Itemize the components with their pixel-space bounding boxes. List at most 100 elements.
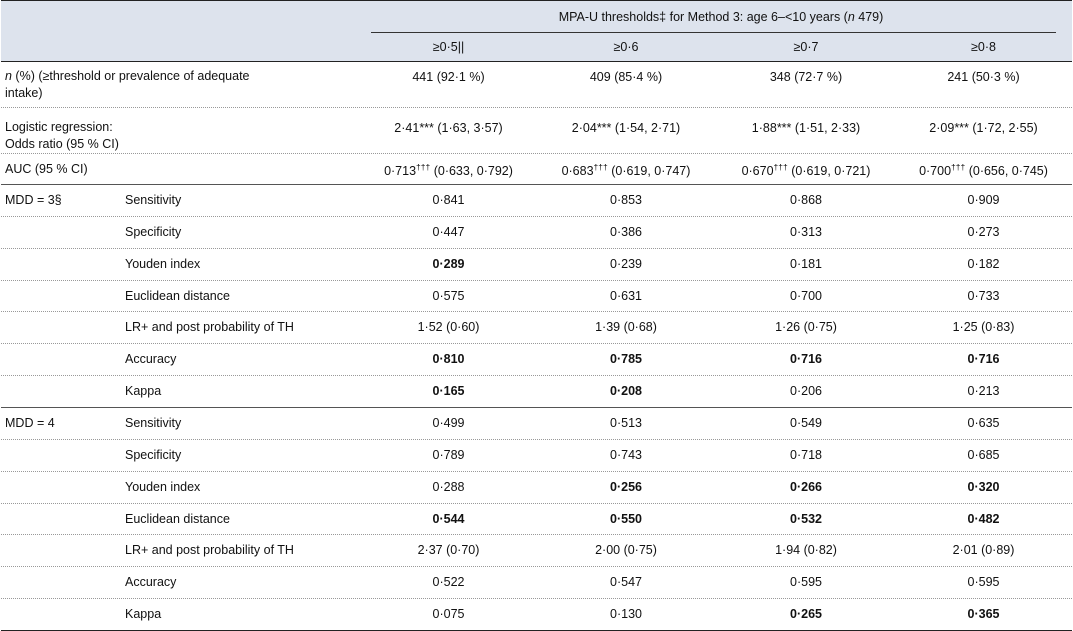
cell: 0·868: [790, 193, 822, 207]
cell: 0·265: [790, 607, 822, 621]
table-row: Euclidean distance 0·544 0·550 0·532 0·482: [1, 504, 1072, 535]
table-row: Youden index 0·289 0·239 0·181 0·182: [1, 249, 1072, 281]
table-row: Youden index 0·288 0·256 0·266 0·320: [1, 472, 1072, 504]
metric-label: LR+ and post probability of TH: [125, 543, 294, 557]
metric-label: Accuracy: [125, 575, 177, 589]
cell: 0·365: [967, 607, 1000, 621]
cell: 0·532: [790, 512, 822, 526]
table-row: MDD = 3§ Sensitivity 0·841 0·853 0·868 0·909: [1, 185, 1072, 217]
cell: 1·39 (0·68): [595, 320, 657, 334]
cell: 0·713††† (0·633, 0·792): [361, 162, 536, 178]
metric-label: Youden index: [125, 257, 201, 271]
cell: 0·743: [610, 448, 642, 462]
cell: 0·547: [610, 575, 642, 589]
cell: 0·631: [610, 289, 642, 303]
table-row-n: n (%) (≥threshold or prevalence of adequ…: [1, 62, 1072, 108]
cell: 0·447: [432, 225, 465, 239]
cell: 0·482: [967, 512, 1000, 526]
cell: 0·635: [967, 416, 1000, 430]
cell-main: 2·09***: [929, 121, 969, 135]
cell: 0·700††† (0·656, 0·745): [896, 162, 1071, 178]
cell: 2·41*** (1·63, 3·57): [361, 121, 536, 135]
metric-label: Kappa: [125, 384, 162, 398]
cell: 0·182: [967, 257, 1000, 271]
cell: 0·595: [790, 575, 822, 589]
column-header: ≥0·6: [613, 40, 639, 54]
table-row: Kappa 0·165 0·208 0·206 0·213: [1, 376, 1072, 408]
cell: 1·25 (0·83): [952, 320, 1015, 334]
cell-ci: (0·633, 0·792): [430, 164, 513, 179]
cell: 0·130: [610, 607, 642, 621]
cell: 0·075: [432, 607, 465, 621]
cell: 0·841: [432, 193, 465, 207]
group-label: MDD = 3§: [5, 193, 62, 207]
cell: 0·670††† (0·619, 0·721): [716, 162, 896, 178]
cell-main: 1·88***: [751, 121, 792, 135]
metric-label: Specificity: [125, 448, 182, 462]
cell: 0·273: [967, 225, 1000, 239]
span-title-post: 479): [854, 10, 884, 24]
cell: 0·522: [432, 575, 465, 589]
metric-label: Euclidean distance: [125, 512, 230, 526]
metric-label: LR+ and post probability of TH: [125, 320, 294, 334]
cell-ci: (0·656, 0·745): [965, 164, 1048, 179]
table-row: Accuracy 0·810 0·785 0·716 0·716: [1, 344, 1072, 376]
row-label-auc: AUC (95 % CI): [5, 162, 88, 176]
table-row: LR+ and post probability of TH 2·37 (0·70…: [1, 535, 1072, 567]
cell: 0·685: [967, 448, 1000, 462]
cell: 0·208: [610, 384, 642, 398]
cell: 0·683††† (0·619, 0·747): [536, 162, 716, 178]
column-header: ≥0·5||: [432, 40, 465, 54]
cell-sup: †††: [951, 162, 966, 172]
cell: 1·26 (0·75): [775, 320, 837, 334]
column-header: ≥0·8: [971, 40, 996, 54]
cell: 0·700: [790, 289, 822, 303]
table-row: LR+ and post probability of TH 1·52 (0·60…: [1, 312, 1072, 344]
n-label-line2: intake): [5, 86, 43, 100]
cell-sup: †††: [416, 162, 431, 172]
cell: 0·266: [790, 480, 822, 494]
cell: 2·09*** (1·72, 2·55): [896, 121, 1071, 135]
cell: 0·575: [432, 289, 465, 303]
cell: 0·513: [610, 416, 642, 430]
table-row: Kappa 0·075 0·130 0·265 0·365: [1, 599, 1072, 631]
cell-ci: (1·72, 2·55): [968, 121, 1038, 135]
table-row: Euclidean distance 0·575 0·631 0·700 0·733: [1, 281, 1072, 312]
cell-ci: (1·63, 3·57): [433, 121, 503, 135]
cell: 0·789: [432, 448, 465, 462]
cell: 0·320: [967, 480, 1000, 494]
n-italic: n: [5, 69, 12, 83]
cell: 2·00 (0·75): [595, 543, 657, 557]
cell: 0·785: [610, 352, 642, 366]
cell: 0·213: [967, 384, 1000, 398]
cell: 0·288: [432, 480, 465, 494]
cell: 0·386: [610, 225, 642, 239]
cell-main: 2·04***: [571, 121, 612, 135]
span-rule: [371, 32, 1056, 33]
table-header: MPA-U thresholds‡ for Method 3: age 6–<1…: [1, 0, 1072, 62]
table-row-auc: AUC (95 % CI) 0·713††† (0·633, 0·792) 0·…: [1, 154, 1072, 185]
cell-ci: (1·54, 2·71): [611, 121, 681, 135]
metric-groups: MDD = 3§ Sensitivity 0·841 0·853 0·868 0·909 S…: [1, 185, 1072, 631]
cell: 1·52 (0·60): [417, 320, 480, 334]
cell: 0·239: [610, 257, 642, 271]
header-span-row: MPA-U thresholds‡ for Method 3: age 6–<1…: [1, 1, 1072, 33]
cell: 0·206: [790, 384, 822, 398]
cell: 0·909: [967, 193, 1000, 207]
span-title-pre: MPA-U thresholds‡ for Method 3: age 6–<1…: [558, 10, 848, 24]
cell: 0·550: [610, 512, 642, 526]
cell: 241 (50·3 %): [947, 70, 1020, 84]
metric-label: Specificity: [125, 225, 182, 239]
metric-label: Sensitivity: [125, 193, 182, 207]
cell: 2·04*** (1·54, 2·71): [536, 121, 716, 135]
cell: 409 (85·4 %): [589, 70, 663, 84]
cell: 441 (92·1 %): [412, 70, 485, 84]
metric-label: Kappa: [125, 607, 162, 621]
cell: 0·733: [967, 289, 1000, 303]
cell: 0·853: [610, 193, 642, 207]
metric-label: Youden index: [125, 480, 201, 494]
cell-ci: (0·619, 0·747): [607, 164, 691, 179]
cell-sup: †††: [773, 162, 788, 172]
cell-main: 0·713: [384, 164, 417, 179]
